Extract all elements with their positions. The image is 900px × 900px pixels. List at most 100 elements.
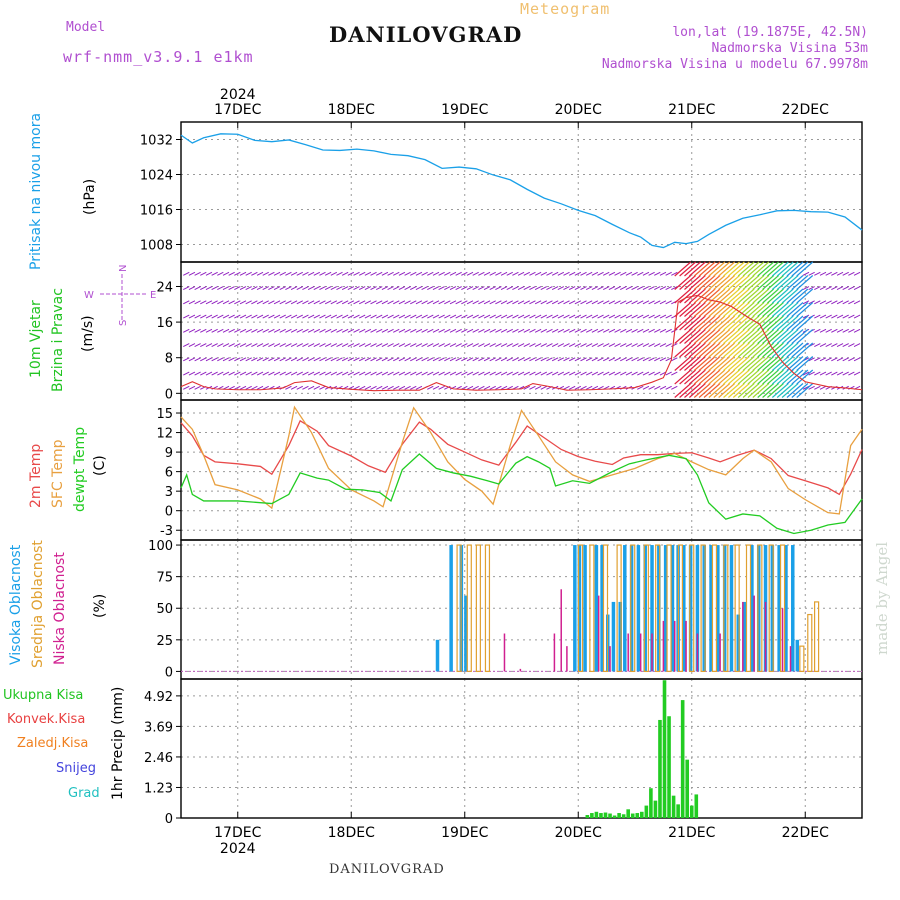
wind-barb-storm [679,288,697,304]
wind-barb [313,385,321,390]
wind-barb [222,357,230,362]
wind-barb-storm [718,383,736,398]
wind-barb [495,300,502,305]
wind-barb [665,314,672,319]
wind-barb [410,328,417,333]
wind-barb-storm [708,275,726,290]
altitude-label: Nadmorska Visina 53m [711,41,868,56]
wind-barb-storm [728,369,745,385]
wind-barb [222,314,230,319]
precip-bar [649,788,653,818]
model-label: Model [66,20,106,35]
wind-barb [825,300,832,305]
wind-barb [631,271,638,276]
wind-barb [853,328,861,333]
wind-barb [648,271,655,276]
wind-barb-storm [728,315,745,331]
wind-barb-storm [767,275,784,290]
wind-barb [205,371,213,376]
wind-barb [551,357,559,362]
wind-barb [256,314,264,319]
wind-barb [347,286,355,291]
wind-barb-storm [674,275,692,290]
wind-barb [591,357,599,362]
wind-barb [802,371,810,376]
wind-barb [387,300,394,305]
wind-barb [381,357,389,362]
wind-barb [347,343,355,348]
wind-barb [461,314,468,319]
wind-barb [842,371,849,376]
wind-barb-storm [693,369,711,385]
high-cloud-bar [636,545,641,672]
wind-barb [251,343,258,348]
wind-barb [410,314,417,319]
wind-barb [836,371,844,376]
wind-barb [842,314,849,319]
wind-barb [245,343,252,348]
wind-barb [205,300,213,305]
wind-barb-storm [688,288,706,304]
wind-barb [551,286,559,291]
wind-barb [256,271,264,276]
wind-barb-storm [771,275,789,290]
wind-barb [512,314,519,319]
wind-barb [648,371,655,376]
wind-barb [848,328,855,333]
wind-barb [551,328,559,333]
wind-barb [489,357,496,362]
wind-barb [546,300,553,305]
wind-barb [814,328,821,333]
wind-compass: N W E S [84,265,156,326]
wind-barb [353,286,360,291]
wind-barb [819,300,827,305]
wind-barb [551,314,559,319]
wind-barb [438,271,445,276]
wind-barb [183,286,190,291]
wind-barb [614,271,621,276]
wind-barb [642,357,650,362]
wind-barb [517,300,525,305]
wind-barb [637,300,644,305]
wind-barb [466,357,474,362]
wind-barb [648,385,655,390]
wind-barb [625,286,633,291]
wind-barb [324,357,332,362]
wind-barb [449,385,457,390]
wind-barb-storm [776,342,794,358]
wind-barb [597,371,604,376]
x-tick-label-bottom: 20DEC [555,825,602,841]
wind-barb [568,271,576,276]
wind-barb-storm [791,288,809,304]
wind-barb [245,271,252,276]
wind-barb [802,314,810,319]
wind-barb [268,343,275,348]
wind-barb-storm [776,383,794,398]
wind-barb [398,385,406,390]
wind-barb-storm [732,383,750,398]
wind-barb [483,328,491,333]
wind-barb-storm [796,369,814,385]
high-cloud-bar [688,545,693,672]
wind-barb-storm [747,342,765,358]
wind-barb [313,271,321,276]
wind-barb [602,300,610,305]
wind-barb [279,271,286,276]
wind-barb [529,328,536,333]
wind-barb [262,300,269,305]
wind-barb-storm [732,356,750,371]
mid-cloud-bar [711,544,718,673]
wind-barb [506,357,513,362]
wind-barb [381,343,389,348]
wind-barb [500,300,508,305]
mid-cloud-bar [799,645,805,673]
wind-barb [574,385,582,390]
wind-barb [625,371,633,376]
x-tick-label-top: 20DEC [555,102,602,118]
wind-barb-storm [791,302,809,317]
wind-barb-storm [781,275,799,290]
wind-barb [256,300,264,305]
wind-barb-storm [718,288,736,304]
wind-barb-storm [723,261,740,277]
precip-bar [689,805,694,818]
